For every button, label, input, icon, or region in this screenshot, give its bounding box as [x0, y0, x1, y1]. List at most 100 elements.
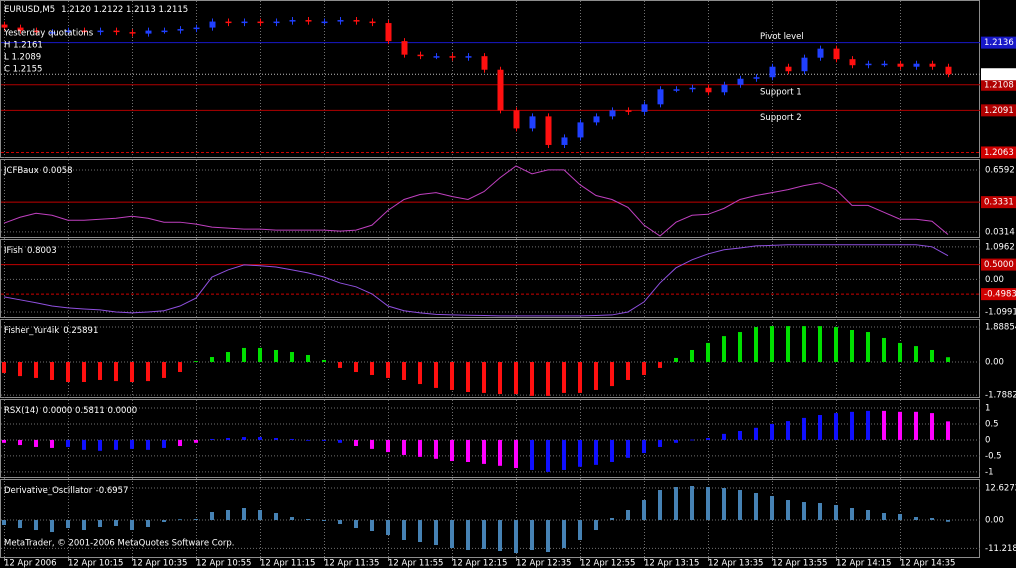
- histogram-bar: [290, 517, 294, 521]
- histogram-bar: [98, 520, 102, 528]
- histogram-bar: [66, 520, 70, 529]
- histogram-bar: [546, 520, 550, 553]
- histogram-bar: [706, 487, 710, 521]
- histogram-bar: [450, 439, 454, 462]
- candle-body: [305, 20, 312, 22]
- histogram-bar: [82, 362, 86, 383]
- candle-body: [33, 30, 40, 33]
- x-tick-label: 12 Apr 11:15: [260, 559, 315, 568]
- quote: 1.2120 1.2122 1.2113 1.2115: [61, 5, 188, 15]
- y-tick-label: 0.00: [985, 516, 1004, 526]
- indicator-name: IFish: [4, 246, 23, 256]
- histogram-bar: [914, 517, 918, 521]
- histogram-bar: [882, 410, 886, 440]
- histogram-bar: [306, 354, 310, 363]
- histogram-bar: [2, 362, 6, 373]
- histogram-bar: [114, 520, 118, 527]
- candle-body: [545, 116, 552, 145]
- candle-body: [721, 84, 728, 93]
- histogram-bar: [66, 439, 70, 447]
- histogram-bar: [370, 439, 374, 449]
- y-tick-label: 12.6272: [985, 484, 1016, 494]
- histogram-bar: [658, 362, 662, 368]
- histogram-bar: [194, 439, 198, 443]
- candle-body: [561, 137, 568, 145]
- histogram-bar: [274, 513, 278, 521]
- level-price-box: [981, 288, 1016, 301]
- x-tick-label: 12 Apr 13:35: [708, 559, 763, 568]
- level-price-box: [981, 36, 1016, 49]
- candle-body: [385, 23, 392, 42]
- candle-body: [193, 27, 200, 30]
- histogram-bar: [706, 342, 710, 363]
- histogram-bar: [930, 349, 934, 363]
- histogram-bar: [50, 520, 54, 533]
- yesterday-note: H 1.2161: [4, 41, 43, 51]
- panel-border: [0, 159, 980, 238]
- indicator-value: 0.8003: [27, 246, 57, 256]
- candle-body: [801, 57, 808, 72]
- histogram-bar: [594, 439, 598, 465]
- histogram-bar: [690, 439, 694, 441]
- histogram-bar: [178, 439, 182, 447]
- indicator-title: Derivative_Oscillator -0.6957: [4, 486, 128, 496]
- histogram-bar: [34, 439, 38, 447]
- histogram-bar: [306, 439, 310, 441]
- level-price-label: 1.2136: [984, 38, 1014, 48]
- histogram-bar: [322, 439, 326, 441]
- x-tick-label: 12 Apr 10:15: [68, 559, 123, 568]
- histogram-bar: [898, 342, 902, 363]
- indicator-title: RSX(14) 0.0000 0.5811 0.0000: [4, 406, 137, 416]
- bid-price-box: [981, 68, 1016, 81]
- histogram-bar: [130, 520, 134, 531]
- candle-body: [321, 21, 328, 24]
- candle-body: [817, 48, 824, 58]
- histogram-bar: [578, 520, 582, 540]
- histogram-bar: [818, 415, 822, 440]
- histogram-bar: [834, 413, 838, 440]
- candle-body: [209, 21, 216, 28]
- y-tick-label: 1.0962: [985, 242, 1015, 252]
- histogram-bar: [210, 438, 214, 440]
- histogram-bar: [146, 439, 150, 450]
- yesterday-note: L 1.2089: [4, 53, 41, 63]
- candle-body: [705, 87, 712, 93]
- histogram-bar: [914, 411, 918, 440]
- histogram-bar: [610, 439, 614, 462]
- histogram-bar: [482, 439, 486, 464]
- histogram-bar: [482, 520, 486, 549]
- x-tick-label: 12 Apr 10:55: [196, 559, 251, 568]
- histogram-bar: [210, 512, 214, 521]
- x-tick-label: 12 Apr 11:35: [324, 559, 379, 568]
- chart-header: EURUSD,M5 1.2120 1.2122 1.2113 1.2115: [4, 5, 188, 15]
- level-price-box: [981, 104, 1016, 117]
- y-tick-label: 0: [985, 435, 990, 445]
- indicator-value: 0.0058: [43, 166, 73, 176]
- histogram-bar: [722, 336, 726, 363]
- level-price-label: 1.2108: [984, 80, 1014, 90]
- histogram-bar: [866, 509, 870, 521]
- histogram-bar: [594, 520, 598, 531]
- candle-body: [945, 66, 952, 75]
- histogram-bar: [594, 362, 598, 390]
- histogram-bar: [690, 349, 694, 363]
- histogram-bar: [34, 362, 38, 378]
- candle-body: [81, 30, 88, 33]
- histogram-bar: [674, 357, 678, 363]
- histogram-bar: [930, 413, 934, 440]
- histogram-bar: [178, 519, 182, 521]
- histogram-bar: [130, 439, 134, 449]
- histogram-bar: [146, 520, 150, 528]
- x-tick-label: 12 Apr 14:35: [900, 559, 955, 568]
- level-price-box: [981, 196, 1016, 209]
- candle-body: [609, 110, 616, 117]
- candle-body: [769, 66, 776, 78]
- histogram-bar: [242, 437, 246, 440]
- histogram-bar: [658, 439, 662, 447]
- histogram-bar: [290, 352, 294, 363]
- histogram-bar: [498, 439, 502, 466]
- histogram-bar: [738, 430, 742, 440]
- panel-border: [0, 479, 980, 558]
- histogram-bar: [434, 362, 438, 388]
- candle-body: [625, 110, 632, 112]
